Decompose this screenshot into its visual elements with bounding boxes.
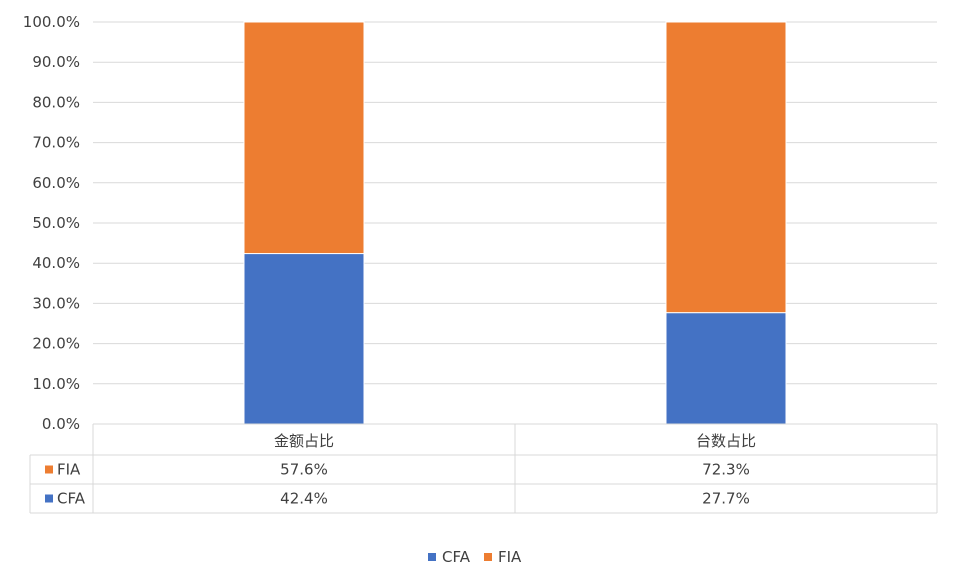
y-tick-label: 90.0% [32, 53, 80, 71]
gridlines [93, 21, 937, 385]
data-table: 金额占比 台数占比 FIA 57.6% 72.3% CFA 42.4% 27.7% [29, 423, 938, 514]
legend: CFA FIA [428, 548, 522, 566]
y-tick-label: 0.0% [42, 415, 80, 433]
legend-label: CFA [442, 548, 471, 566]
y-tick-label: 60.0% [32, 174, 80, 192]
legend-label: FIA [498, 548, 522, 566]
table-series-label: CFA [57, 490, 86, 508]
y-tick-label: 50.0% [32, 214, 80, 232]
table-legend-key-cfa [45, 494, 53, 503]
y-tick-label: 100.0% [23, 13, 80, 31]
y-tick-label: 10.0% [32, 375, 80, 393]
table-cell: 72.3% [702, 461, 750, 479]
table-cell: 57.6% [280, 461, 328, 479]
y-tick-label: 30.0% [32, 294, 80, 312]
y-axis-ticks: 0.0% 10.0% 20.0% 30.0% 40.0% 50.0% 60.0% 70.0% 8… [23, 13, 80, 433]
y-tick-label: 20.0% [32, 335, 80, 353]
legend-key-fia [484, 553, 492, 561]
y-tick-label: 40.0% [32, 254, 80, 272]
legend-key-cfa [428, 553, 436, 561]
bar-cfa-1 [243, 253, 365, 425]
category-label: 金额占比 [274, 432, 334, 450]
y-tick-label: 70.0% [32, 134, 80, 152]
y-tick-label: 80.0% [32, 93, 80, 111]
table-cell: 27.7% [702, 490, 750, 508]
table-series-label: FIA [57, 461, 81, 479]
bar-fia-2 [665, 21, 787, 314]
bar-cfa-2 [665, 312, 787, 425]
table-cell: 42.4% [280, 490, 328, 508]
table-legend-key-fia [45, 465, 53, 474]
bar-fia-1 [243, 21, 365, 255]
category-label: 台数占比 [696, 432, 756, 450]
